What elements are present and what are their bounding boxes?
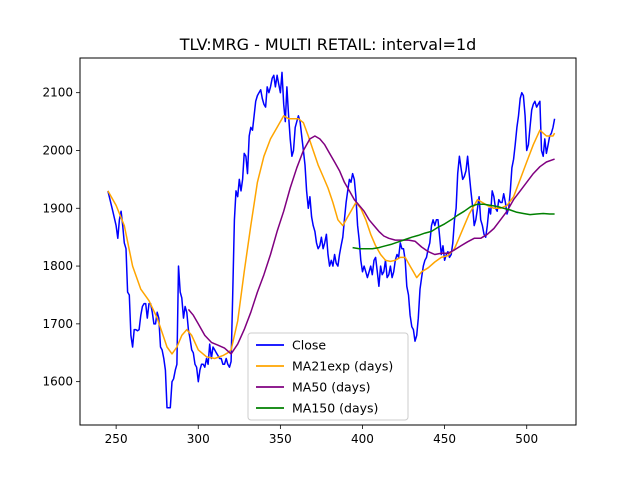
y-tick-label: 1900 [42, 201, 73, 215]
x-tick-label: 450 [433, 432, 456, 446]
y-tick-label: 1800 [42, 259, 73, 273]
legend-label: MA150 (days) [292, 401, 378, 416]
x-tick-label: 350 [269, 432, 292, 446]
chart-title: TLV:MRG - MULTI RETAIL: interval=1d [179, 35, 477, 54]
x-tick-label: 250 [105, 432, 128, 446]
legend-label: MA50 (days) [292, 380, 370, 395]
series-line-2 [187, 135, 555, 355]
y-axis: 1600 1700 1800 1900 2000 2100 [42, 86, 80, 389]
series-lines [107, 71, 556, 409]
x-tick-label: 400 [351, 432, 374, 446]
series-line-0 [107, 71, 556, 409]
y-tick-label: 1700 [42, 317, 73, 331]
x-tick-label: 300 [187, 432, 210, 446]
y-tick-label: 1600 [42, 375, 73, 389]
y-tick-label: 2100 [42, 86, 73, 100]
plot-frame [79, 57, 577, 426]
legend: Close MA21exp (days) MA50 (days) MA150 (day… [247, 332, 409, 421]
x-tick-label: 500 [515, 432, 538, 446]
legend-box [247, 332, 409, 421]
legend-label: MA21exp (days) [292, 359, 393, 374]
y-tick-label: 2000 [42, 143, 73, 157]
series-line-1 [107, 115, 556, 360]
x-axis: 250 300 350 400 450 500 [105, 425, 538, 446]
series-line-3 [352, 203, 555, 250]
legend-label: Close [292, 338, 326, 353]
